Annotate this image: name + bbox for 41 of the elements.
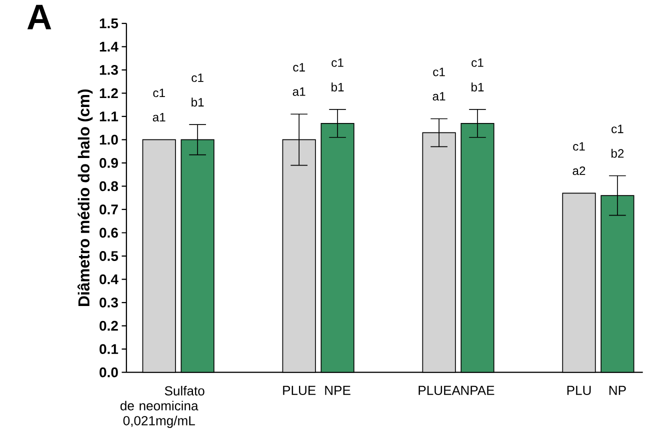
y-tick-label: 0.8: [100, 181, 118, 191]
y-tick-label: 0.2: [100, 320, 118, 331]
y-tick-label: 0.9: [100, 158, 118, 168]
annotation: b1: [332, 82, 344, 92]
annotation: c1: [153, 88, 165, 97]
y-tick-label: 0.5: [100, 250, 118, 261]
annotation: c1: [612, 124, 624, 134]
x-tick-label: PLUE: [283, 386, 316, 395]
x-tick-label: NPE: [325, 386, 350, 395]
annotation: c1: [332, 58, 344, 67]
y-tick-label: 1.5: [100, 18, 118, 28]
y-tick-label: 1.2: [100, 88, 118, 98]
y-tick-label: 0.7: [100, 204, 118, 214]
y-tick-label: 1.3: [100, 64, 118, 75]
y-tick-label: 1.0: [100, 134, 118, 144]
chart-title: A: [27, 4, 52, 30]
annotation: c1: [192, 73, 204, 82]
y-tick-label: 0.0: [100, 367, 118, 378]
annotation: b2: [611, 148, 624, 158]
y-tick-label: 1.4: [100, 42, 118, 52]
annotation: a1: [292, 87, 306, 96]
y-tick-label: 0.3: [100, 297, 118, 308]
y-axis-title: Diâmetro médio do halo (cm): [78, 89, 93, 306]
x-tick-label: NPAE: [461, 386, 494, 395]
y-tick-label: 1.1: [100, 111, 118, 122]
x-tick-label: PLU: [567, 386, 591, 395]
annotation: c1: [433, 68, 445, 76]
annotation: b1: [472, 82, 484, 92]
annotation: c1: [293, 62, 305, 72]
annotation: c1: [573, 142, 585, 150]
x-tick-label: NP: [609, 386, 626, 395]
x-tick-label: PLUEA: [418, 386, 460, 395]
y-tick-label: 0.6: [100, 228, 118, 238]
annotation: a1: [432, 92, 446, 100]
y-tick-label: 0.4: [100, 274, 118, 284]
annotation: a2: [572, 166, 586, 175]
annotation: c1: [472, 58, 484, 67]
annotation: b1: [192, 98, 204, 106]
annotation: a1: [152, 112, 166, 122]
x-tick-label: Sulfato de neomicina 0,021mg/mL: [120, 386, 204, 428]
y-tick-label: 0.1: [100, 344, 118, 354]
